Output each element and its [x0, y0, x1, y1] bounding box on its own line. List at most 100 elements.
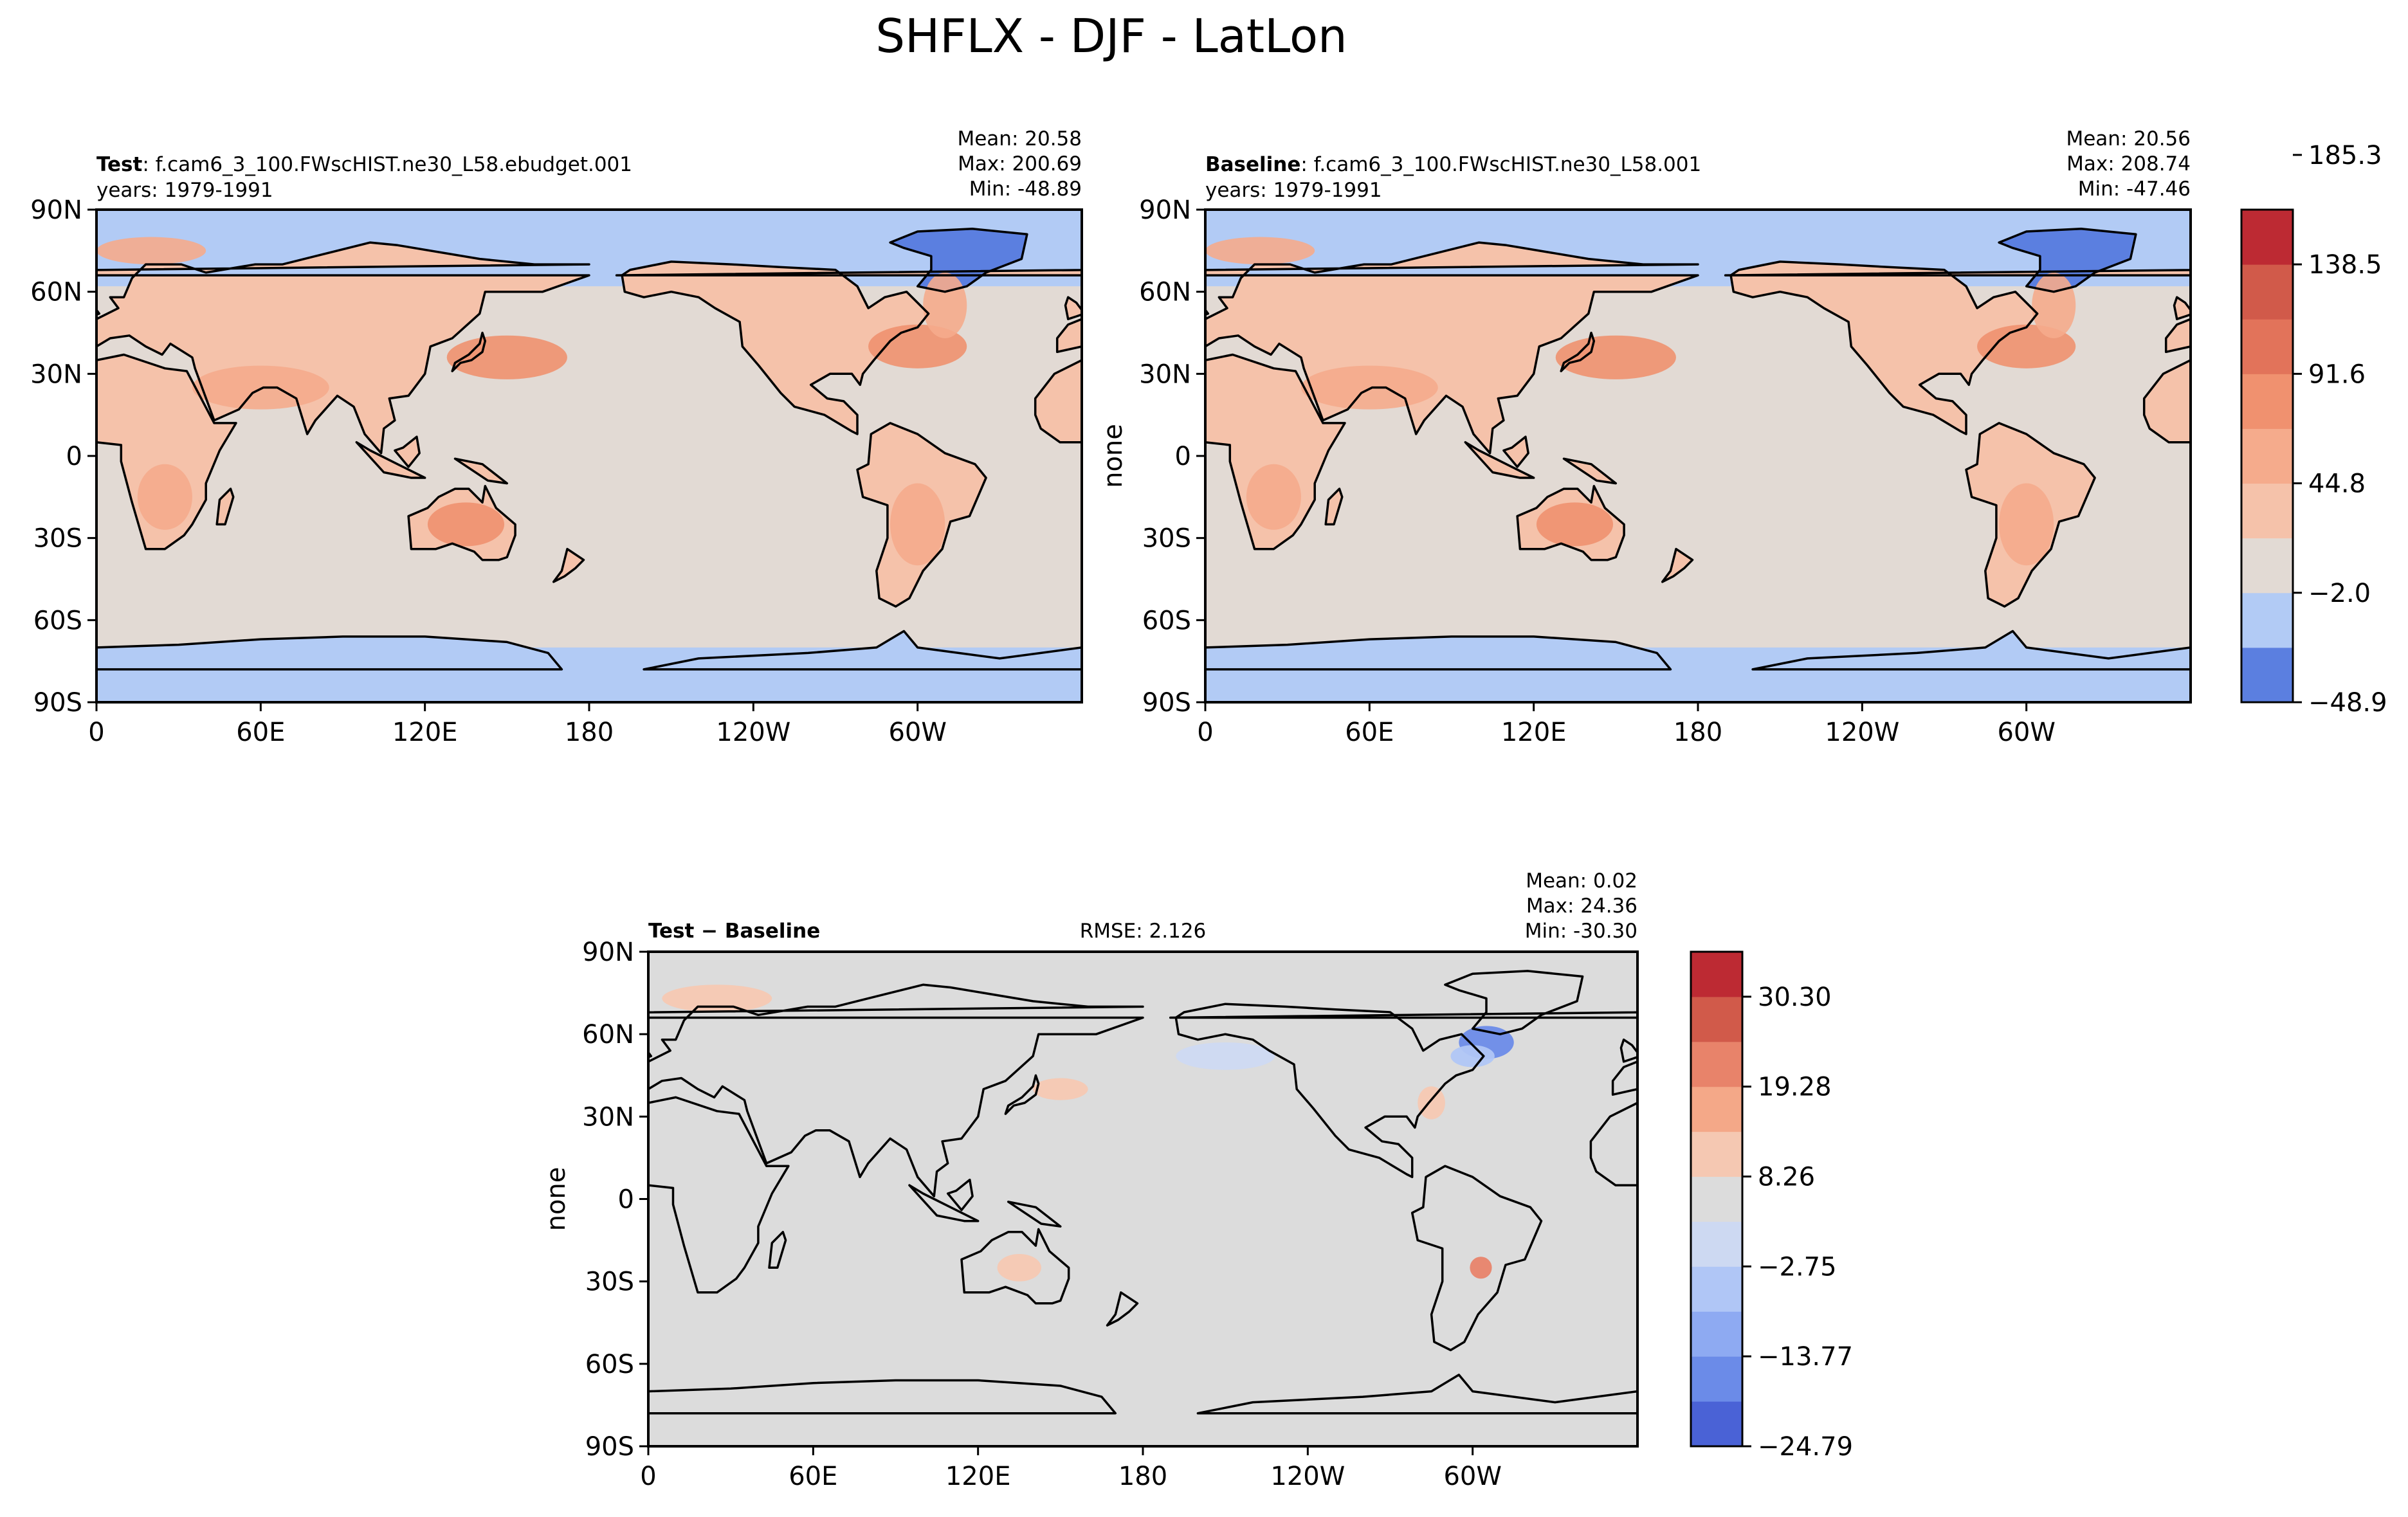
land-fill	[1326, 489, 1342, 525]
y-tick-label: 90S	[585, 1432, 634, 1462]
panel-stat: Max: 24.36	[1526, 895, 1637, 918]
x-tick-label: 60E	[236, 718, 285, 747]
antarctica-fill	[1753, 631, 2191, 702]
colorbar-segment	[1691, 1356, 1742, 1402]
difference-region	[1418, 1086, 1445, 1120]
colorbar-segment	[2241, 647, 2293, 703]
x-tick-label: 120W	[716, 718, 790, 747]
coastline-antarctica	[648, 1379, 1117, 1446]
flux-region	[1246, 464, 1301, 530]
colorbar-segment	[1691, 1401, 1742, 1447]
land-fill	[1662, 549, 1693, 582]
coastline-indonesia	[908, 1184, 980, 1222]
x-tick-label: 180	[1118, 1462, 1167, 1491]
coastline-north_america	[1729, 260, 2039, 435]
y-tick-label: 60S	[1142, 606, 1191, 635]
colorbar-segment	[1691, 1086, 1742, 1132]
y-tick-label: 90N	[1139, 195, 1191, 225]
coastline-borneo	[394, 435, 421, 468]
x-tick-label: 120E	[1501, 718, 1567, 747]
colorbar-segment	[1691, 996, 1742, 1042]
coastline-new_zealand	[552, 547, 585, 583]
panel-stat: Min: -48.89	[969, 177, 1082, 201]
y-tick-label: 90N	[582, 938, 634, 967]
y-axis-label: none	[542, 1167, 571, 1231]
panel-stat: Mean: 20.58	[957, 127, 1082, 150]
colorbar-tick-label: 30.30	[1758, 983, 1832, 1012]
difference-region	[1450, 1045, 1495, 1067]
colorbar-segment	[1691, 1266, 1742, 1312]
x-tick-label: 180	[1674, 718, 1722, 747]
colorbar-frame	[2240, 208, 2294, 704]
coastline-south_america	[856, 422, 987, 608]
y-axis-label: none	[1099, 424, 1128, 488]
y-tick-label: 30S	[1142, 524, 1191, 554]
coastline-indonesia	[355, 441, 426, 479]
land-fill	[217, 489, 233, 525]
panel-stat: Mean: 0.02	[1526, 869, 1637, 893]
coastline-africa	[1205, 353, 1346, 550]
colorbar-segment	[2241, 210, 2293, 265]
coastline-greenland	[1444, 970, 1584, 1035]
coastline-borneo	[946, 1178, 974, 1212]
difference-region	[662, 985, 772, 1012]
map-background	[648, 952, 1637, 1446]
coastline-antarctica	[1196, 1374, 1637, 1446]
land-fill	[356, 442, 425, 478]
coastline-new_guinea	[1007, 1201, 1062, 1228]
flux-region	[96, 237, 206, 265]
x-tick-label: 60W	[888, 718, 946, 747]
colorbar-segment	[2241, 264, 2293, 320]
map-panel-difference: 0 60E 120E 180 120W 60W 90N 60N 30N 0 30S 60S 90S non…	[542, 869, 1853, 1491]
panel-title-bold: Baseline	[1205, 153, 1300, 176]
coastline-europe_asia	[648, 983, 1144, 1197]
x-tick-label: 120W	[1270, 1462, 1345, 1491]
coastline-africa	[2142, 359, 2191, 444]
coastline-greenland	[1998, 228, 2137, 293]
difference-region	[1176, 1042, 1275, 1070]
land-fill	[1564, 459, 1616, 484]
y-tick-label: 30N	[582, 1102, 634, 1132]
land-fill	[1205, 354, 1345, 549]
coastline-south_america	[1965, 422, 2096, 608]
flux-region	[2032, 272, 2076, 339]
y-tick-label: 90S	[1142, 688, 1191, 718]
y-tick-label: 30S	[585, 1267, 634, 1297]
x-tick-label: 0	[1197, 718, 1213, 747]
panel-title: Test: f.cam6_3_100.FWscHIST.ne30_L58.ebu…	[96, 153, 632, 176]
y-tick-label: 0	[1175, 442, 1191, 471]
coastlines	[96, 228, 1082, 702]
antarctica-fill	[644, 631, 1082, 702]
y-tick-label: 60N	[30, 278, 82, 307]
colorbar: −48.9 −2.0 44.8 91.6 138.5 185.3	[2240, 141, 2387, 718]
y-tick-label: 90S	[33, 688, 82, 718]
y-tick-label: 60S	[33, 606, 82, 635]
x-tick-label: 60W	[1997, 718, 2055, 747]
y-tick-label: 30N	[1139, 359, 1191, 389]
panel-title-bold: Test	[96, 153, 143, 176]
flux-region	[1205, 237, 1315, 265]
colorbar-tick-label: −2.75	[1758, 1252, 1837, 1282]
flux-region	[1300, 365, 1438, 410]
coastline-europe_asia	[1205, 241, 1699, 455]
colorbar-tick-label: 91.6	[2308, 359, 2366, 389]
coastline-madagascar	[1324, 487, 1344, 526]
panel-years: years: 1979-1991	[96, 179, 273, 202]
difference-region	[997, 1253, 1041, 1282]
coastline-greenland	[889, 228, 1028, 293]
coastline-japan	[1560, 331, 1596, 372]
y-tick-label: 60S	[585, 1350, 634, 1379]
coastline-japan	[451, 331, 487, 372]
colorbar-segment	[1691, 1041, 1742, 1087]
panel-title-bold: Test − Baseline	[648, 920, 820, 943]
panel-title-rest: : f.cam6_3_100.FWscHIST.ne30_L58.001	[1300, 153, 1701, 176]
x-tick-label: 120E	[392, 718, 458, 747]
rmse-label: RMSE: 2.126	[1080, 920, 1207, 943]
coastline-britain	[1064, 296, 1082, 320]
greenland-fill	[890, 228, 1027, 292]
panel-title-rest: : f.cam6_3_100.FWscHIST.ne30_L58.ebudget…	[142, 153, 632, 176]
difference-region	[1033, 1078, 1088, 1100]
coastline-britain	[2173, 296, 2191, 320]
land-fill	[1035, 360, 1082, 442]
